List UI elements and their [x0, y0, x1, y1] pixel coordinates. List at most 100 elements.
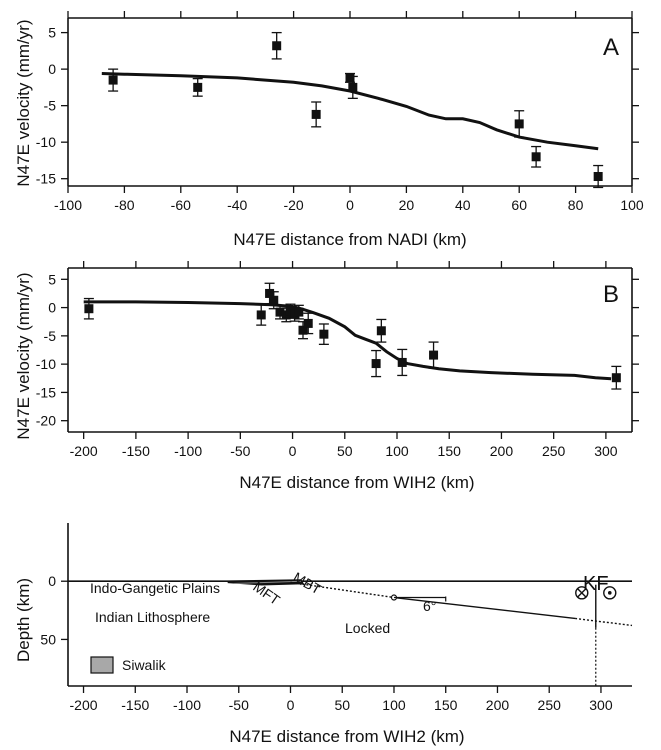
out-of-page-symbol-icon [603, 586, 617, 600]
label-kf: KF [583, 573, 609, 595]
panel-b-data-point [269, 295, 279, 305]
panel-a-data-point [348, 82, 358, 92]
panel-a-y-tick-label: 5 [48, 25, 56, 41]
panel-b-y-tick-label: -15 [36, 384, 56, 400]
panel-a-data-point [514, 119, 524, 129]
panel-b-data-point [303, 318, 313, 328]
panel-b-data-point [376, 326, 386, 336]
panel-b-y-tick-label: 5 [48, 271, 56, 287]
panel-c-x-tick-label: -100 [173, 697, 201, 713]
panel-a-x-tick-label: 40 [455, 197, 471, 213]
panel-a-y-tick-label: -10 [36, 134, 56, 150]
panel-b-y-tick-label: -20 [36, 413, 56, 429]
panel-b-x-axis-title: N47E distance from WIH2 (km) [239, 473, 474, 492]
panel-b-data-point [429, 350, 439, 360]
locked-fault-segment [290, 581, 395, 599]
panel-b-x-tick-label: 300 [594, 443, 618, 459]
panel-b-x-tick-label: -200 [70, 443, 98, 459]
into-page-symbol-icon [575, 586, 589, 600]
panel-a-data-point [193, 82, 203, 92]
label-indo-gangetic-plains: Indo-Gangetic Plains [90, 580, 220, 596]
panel-b-data-point [319, 329, 329, 339]
panel-a-model-curve [101, 72, 599, 151]
panel-b-plot-area: -200 -150 -100 -50 0 50 100 150 200 250 30050-5-10… [36, 261, 639, 459]
panel-a-plot-area: -100 -80 -60 -40 -20 0 20 40 60 80 100 5 0 -5 -10 -15 [36, 11, 644, 213]
mft-trace [233, 580, 301, 585]
panel-c-y-tick-label: 50 [40, 631, 56, 647]
panel-a-x-tick-label: 20 [399, 197, 415, 213]
panel-c-x-tick-label: 150 [434, 697, 458, 713]
panel-b-data-point [611, 373, 621, 383]
panel-a-y-tick-label: -5 [44, 98, 57, 114]
legend-siwalik-swatch [90, 656, 114, 674]
panel-b-data-point [298, 325, 308, 335]
panel-a-x-tick-label: -40 [227, 197, 247, 213]
panel-b-data-point [294, 307, 304, 317]
panel-a-y-axis-title: N47E velocity (mm/yr) [14, 19, 33, 186]
panel-a-x-tick-label: 100 [620, 197, 644, 213]
into-page-cross-b [577, 588, 587, 598]
panel-b-x-tick-label: -100 [174, 443, 202, 459]
panel-c-x-tick-label: 50 [334, 697, 350, 713]
label-mbt: MBT [291, 569, 325, 598]
panel-c-x-tick-label: -50 [229, 697, 249, 713]
panel-a-x-tick-label: 80 [568, 197, 584, 213]
panel-a-x-axis-title: N47E distance from NADI (km) [233, 230, 466, 249]
panel-b-data-point [275, 307, 285, 317]
panel-b-x-tick-label: 50 [337, 443, 353, 459]
panel-b-x-tick-label: 0 [289, 443, 297, 459]
panel-a-x-tick-label: -100 [54, 197, 82, 213]
panel-b-y-tick-label: -5 [44, 328, 57, 344]
fault-continuation [574, 617, 633, 627]
panel-b-y-axis-title: N47E velocity (mm/yr) [14, 272, 33, 439]
panel-c-plot-area: -200 -150 -100 -50 0 50 100 150 200 250 300 0 50 [40, 523, 633, 713]
panel-b-x-tick-label: 250 [542, 443, 566, 459]
panel-a-data-point [531, 152, 541, 162]
panel-a-letter: A [603, 34, 619, 61]
panel-b-data-point [256, 310, 266, 320]
panel-a-data-point [345, 73, 355, 83]
label-dip-angle: 6° [423, 598, 436, 614]
panel-b-data-point [371, 359, 381, 369]
panel-c-x-tick-label: 200 [486, 697, 510, 713]
panel-b-y-tick-label: -10 [36, 356, 56, 372]
legend-siwalik-label: Siwalik [122, 657, 167, 673]
panel-a-x-tick-label: -80 [114, 197, 134, 213]
panel-a-data-point [108, 75, 118, 85]
panel-b-x-tick-label: -150 [122, 443, 150, 459]
panel-c-y-axis-title: Depth (km) [14, 578, 33, 662]
panel-a-x-tick-label: -20 [283, 197, 303, 213]
panel-c-x-tick-label: -150 [121, 697, 149, 713]
panel-b-data-point [84, 304, 94, 314]
panel-c-x-tick-label: 250 [538, 697, 562, 713]
panel-b-letter: B [603, 281, 619, 308]
panel-b-x-tick-label: 150 [438, 443, 462, 459]
creeping-fault-segment [393, 596, 576, 620]
panel-a-y-tick-label: -15 [36, 171, 56, 187]
panel-b-data-point [265, 288, 275, 298]
panel-a-data-point [593, 172, 603, 182]
panel-a-x-tick-label: 60 [511, 197, 527, 213]
panel-b-x-tick-label: 200 [490, 443, 514, 459]
panel-a-y-tick-label: 0 [48, 61, 56, 77]
panel-b: -200 -150 -100 -50 0 50 100 150 200 250 30050-5-10… [14, 261, 639, 492]
panel-c-x-tick-label: 100 [382, 697, 406, 713]
panel-b-y-tick-label: 0 [48, 300, 56, 316]
panel-c-x-tick-label: 0 [287, 697, 295, 713]
panel-b-model-curve [83, 300, 612, 381]
panel-a: -100 -80 -60 -40 -20 0 20 40 60 80 100 5 0 -5 -10 -15 A… [14, 11, 644, 249]
out-of-page-dot [607, 591, 612, 595]
panel-a-data-point [311, 109, 321, 119]
label-locked: Locked [345, 620, 390, 636]
panel-c-y-tick-label: 0 [48, 573, 56, 589]
panel-b-x-tick-label: 100 [385, 443, 409, 459]
panel-a-data-point [272, 41, 282, 51]
panel-c-x-tick-label: 300 [589, 697, 613, 713]
panel-b-data-point [397, 357, 407, 367]
panel-a-x-tick-label: -60 [171, 197, 191, 213]
label-indian-lithosphere: Indian Lithosphere [95, 609, 210, 625]
panel-c-x-axis-title: N47E distance from WIH2 (km) [229, 727, 464, 746]
panel-c: -200 -150 -100 -50 0 50 100 150 200 250 300 0 50 Ind… [14, 523, 633, 746]
panel-a-x-tick-label: 0 [346, 197, 354, 213]
